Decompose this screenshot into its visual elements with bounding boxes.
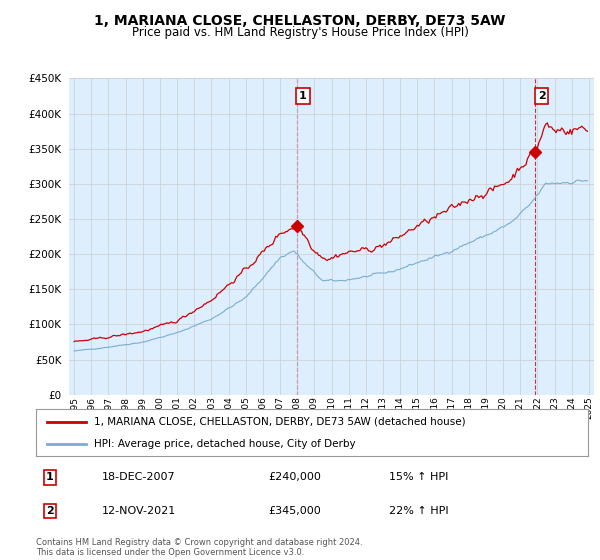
Text: Price paid vs. HM Land Registry's House Price Index (HPI): Price paid vs. HM Land Registry's House … [131, 26, 469, 39]
Text: 1: 1 [46, 473, 53, 482]
Text: 2: 2 [46, 506, 53, 516]
Text: 1, MARIANA CLOSE, CHELLASTON, DERBY, DE73 5AW (detached house): 1, MARIANA CLOSE, CHELLASTON, DERBY, DE7… [94, 417, 466, 427]
Text: 1: 1 [299, 91, 307, 101]
Text: HPI: Average price, detached house, City of Derby: HPI: Average price, detached house, City… [94, 438, 356, 449]
Text: 12-NOV-2021: 12-NOV-2021 [102, 506, 176, 516]
Text: Contains HM Land Registry data © Crown copyright and database right 2024.
This d: Contains HM Land Registry data © Crown c… [36, 538, 362, 557]
Text: 18-DEC-2007: 18-DEC-2007 [102, 473, 176, 482]
Text: 22% ↑ HPI: 22% ↑ HPI [389, 506, 449, 516]
Text: 1, MARIANA CLOSE, CHELLASTON, DERBY, DE73 5AW: 1, MARIANA CLOSE, CHELLASTON, DERBY, DE7… [94, 14, 506, 28]
Text: 15% ↑ HPI: 15% ↑ HPI [389, 473, 449, 482]
Text: £345,000: £345,000 [268, 506, 320, 516]
Text: £240,000: £240,000 [268, 473, 321, 482]
Text: 2: 2 [538, 91, 545, 101]
